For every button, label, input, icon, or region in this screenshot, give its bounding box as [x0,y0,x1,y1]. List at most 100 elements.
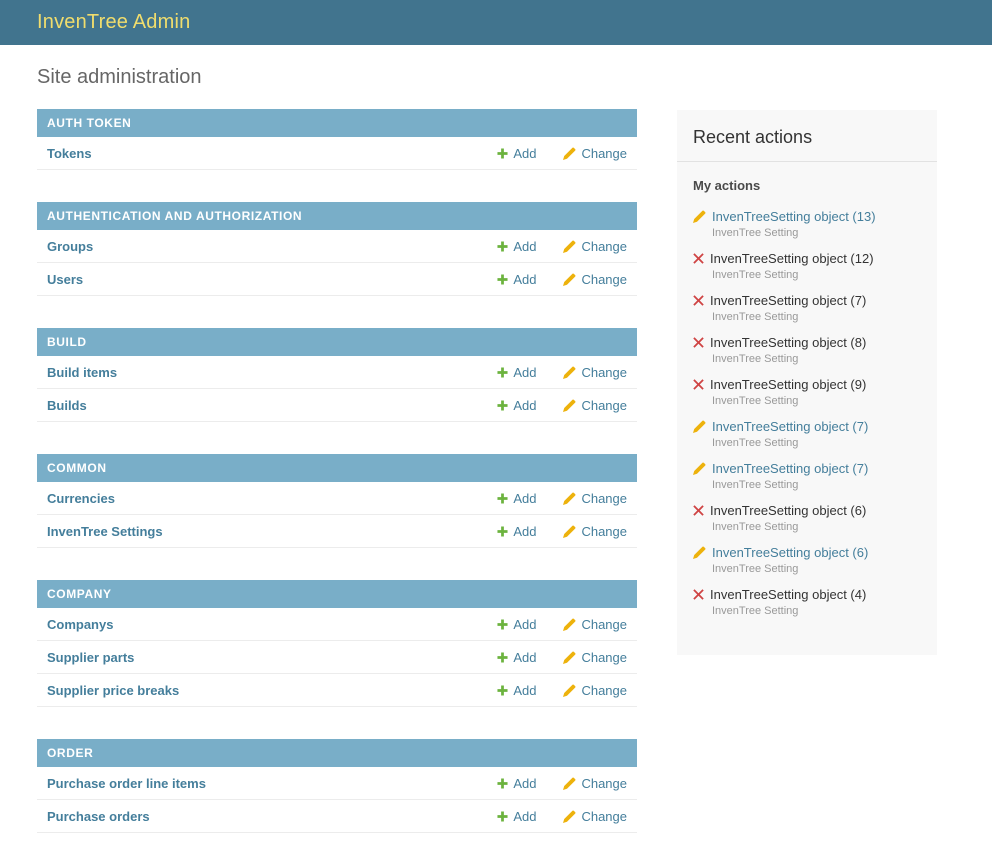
model-link[interactable]: Companys [47,616,114,632]
add-link[interactable]: Add [497,650,536,665]
x-mark-icon [693,295,704,306]
module-caption: ORDER [37,739,637,767]
add-link[interactable]: Add [497,239,536,254]
pencil-icon [693,420,706,433]
plus-icon [497,525,508,537]
add-link[interactable]: Add [497,683,536,698]
recent-action-row: InvenTreeSetting object (12) [693,251,921,266]
add-link[interactable]: Add [497,146,536,161]
plus-icon [497,777,508,789]
x-mark-icon [693,505,704,516]
model-row: Users Add Change [37,263,637,296]
change-link[interactable]: Change [563,617,627,632]
pencil-icon [563,272,577,286]
add-link[interactable]: Add [497,617,536,632]
add-link[interactable]: Add [497,776,536,791]
model-row: Tokens Add Change [37,137,637,170]
change-link[interactable]: Change [563,398,627,413]
model-row: Purchase order line items Add Change [37,767,637,800]
change-link-label: Change [581,271,627,287]
model-link[interactable]: Supplier parts [47,649,135,665]
model-link[interactable]: InvenTree Settings [47,523,163,539]
recent-action-row: InvenTreeSetting object (7) [693,461,921,476]
model-link[interactable]: Build items [47,364,118,380]
add-link[interactable]: Add [497,491,536,506]
pencil-icon [693,546,706,559]
recent-action-type: InvenTree Setting [712,227,799,239]
model-link[interactable]: Purchase orders [47,808,150,824]
change-link[interactable]: Change [563,683,627,698]
add-link[interactable]: Add [497,398,536,413]
pencil-icon [563,683,577,697]
pencil-icon [563,365,577,379]
add-link-label: Add [513,490,537,506]
change-link[interactable]: Change [563,524,627,539]
change-link[interactable]: Change [563,239,627,254]
plus-icon [497,240,508,252]
recent-action-type: InvenTree Setting [712,311,799,323]
recent-action-item: InvenTreeSetting object (4) InvenTree Set… [693,587,921,617]
change-link[interactable]: Change [563,365,627,380]
model-link[interactable]: Currencies [47,490,115,506]
pencil-icon [563,146,577,160]
app-module: AUTHENTICATION AND AUTHORIZATION Groups … [37,202,637,296]
recent-action-type: InvenTree Setting [712,605,799,617]
add-link-label: Add [513,616,537,632]
plus-icon [497,492,508,504]
change-link[interactable]: Change [563,776,627,791]
add-link[interactable]: Add [497,365,536,380]
module-caption: COMPANY [37,580,637,608]
change-link[interactable]: Change [563,650,627,665]
recent-action-item: InvenTreeSetting object (12) InvenTree Se… [693,251,921,281]
recent-action-row: InvenTreeSetting object (6) [693,545,921,560]
model-link[interactable]: Supplier price breaks [47,682,180,698]
app-module: ORDER Purchase order line items Add Chan… [37,739,637,833]
recent-action-label[interactable]: InvenTreeSetting object (7) [712,419,869,434]
recent-action-type: InvenTree Setting [712,395,799,407]
module-list: AUTH TOKEN Tokens Add Change AUTHENTICAT… [37,109,637,833]
app-module: AUTH TOKEN Tokens Add Change [37,109,637,170]
recent-action-label: InvenTreeSetting object (12) [710,251,874,266]
recent-action-type: InvenTree Setting [712,269,799,281]
model-row: Companys Add Change [37,608,637,641]
module-caption: AUTH TOKEN [37,109,637,137]
change-link[interactable]: Change [563,272,627,287]
change-link-label: Change [581,238,627,254]
model-link[interactable]: Groups [47,238,94,254]
model-link[interactable]: Builds [47,397,87,413]
recent-action-row: InvenTreeSetting object (7) [693,293,921,308]
add-link[interactable]: Add [497,809,536,824]
x-mark-icon [693,253,704,264]
recent-action-row: InvenTreeSetting object (8) [693,335,921,350]
change-link-label: Change [581,808,627,824]
change-link[interactable]: Change [563,146,627,161]
recent-action-row: InvenTreeSetting object (13) [693,209,921,224]
plus-icon [497,618,508,630]
app-module: BUILD Build items Add Change Builds Add [37,328,637,422]
change-link-label: Change [581,649,627,665]
model-link[interactable]: Purchase order line items [47,775,206,791]
content-area: Site administration AUTH TOKEN Tokens Ad… [0,45,992,833]
recent-action-label[interactable]: InvenTreeSetting object (6) [712,545,869,560]
change-link-label: Change [581,145,627,161]
add-link[interactable]: Add [497,524,536,539]
recent-action-label[interactable]: InvenTreeSetting object (13) [712,209,876,224]
recent-action-type: InvenTree Setting [712,353,799,365]
model-link[interactable]: Tokens [47,145,92,161]
add-link-label: Add [513,523,537,539]
add-link-label: Add [513,775,537,791]
recent-action-label[interactable]: InvenTreeSetting object (7) [712,461,869,476]
recent-action-label: InvenTreeSetting object (8) [710,335,867,350]
site-title-link[interactable]: InvenTree Admin [37,11,191,33]
change-link-label: Change [581,682,627,698]
add-link[interactable]: Add [497,272,536,287]
change-link[interactable]: Change [563,491,627,506]
page-title: Site administration [37,66,202,88]
add-link-label: Add [513,145,537,161]
recent-action-label: InvenTreeSetting object (7) [710,293,867,308]
change-link[interactable]: Change [563,809,627,824]
model-link[interactable]: Users [47,271,84,287]
recent-action-item: InvenTreeSetting object (6) InvenTree Set… [693,503,921,533]
change-link-label: Change [581,523,627,539]
x-mark-icon [693,337,704,348]
